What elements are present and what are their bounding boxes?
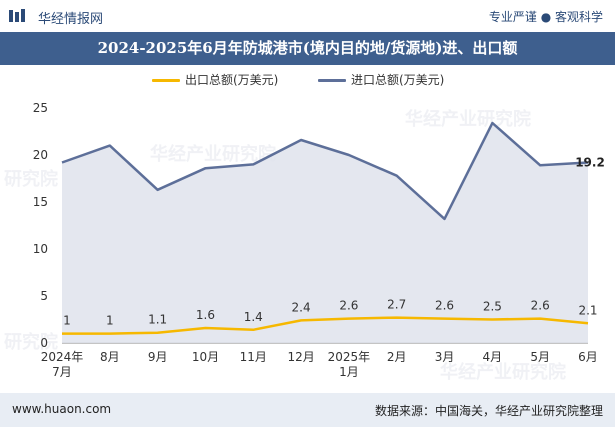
legend-label-import: 进口总额(万美元) [351,73,445,87]
title-bar: 2024-2025年6月年防城港市(境内目的地/货源地)进、出口额 [0,32,615,65]
export-data-label: 1 [106,314,114,328]
chart-title: 2024-2025年6月年防城港市(境内目的地/货源地)进、出口额 [97,39,518,57]
export-data-label: 1.4 [244,310,263,324]
x-tick-label: 2025年 [328,350,371,364]
x-tick-label: 7月 [52,365,72,379]
watermark: 华经产业研究院 [405,109,531,130]
legend: 出口总额(万美元) 进口总额(万美元) [0,70,615,90]
export-data-label: 1.6 [196,308,215,322]
export-data-label: 2.7 [387,298,406,312]
export-series-line [62,316,589,335]
watermark: 华经产业研究院 [440,362,566,383]
export-data-label: 2.5 [483,300,502,314]
footer: www.huaon.com 数据来源：中国海关，华经产业研究院整理 [0,393,615,427]
legend-label-export: 出口总额(万美元) [185,73,279,87]
legend-swatch-export [152,79,180,82]
footer-url: www.huaon.com [12,402,112,416]
y-tick-label: 15 [33,195,48,209]
import-data-label: 19.2 [575,156,605,170]
x-tick-label: 4月 [483,350,503,364]
y-tick-label: 25 [33,101,48,115]
y-tick-label: 0 [40,336,48,350]
export-data-label: 1.1 [148,313,167,327]
export-data-label: 2.6 [339,299,358,313]
export-data-label: 2.1 [578,303,597,317]
x-tick-label: 9月 [148,350,168,364]
watermark: 华经产业研究院 [150,144,276,165]
watermark: 研究院 [4,332,58,353]
x-tick-label: 1月 [339,365,359,379]
export-data-label: 2.6 [531,299,550,313]
x-tick-label: 11月 [240,350,267,364]
y-tick-label: 10 [33,242,48,256]
x-tick-label: 5月 [530,350,550,364]
tagline: 专业严谨 ● 客观科学 [488,10,603,24]
export-data-label: 2.4 [292,300,311,314]
export-data-label: 1 [63,314,71,328]
x-tick-label: 10月 [192,350,219,364]
import-series-line [61,121,589,221]
watermark: 研究院 [4,169,58,190]
y-tick-label: 5 [40,289,48,303]
import-area [62,123,588,343]
y-tick-label: 20 [33,148,48,162]
x-tick-label: 6月 [578,350,598,364]
x-tick-label: 3月 [435,350,455,364]
legend-swatch-import [318,79,346,82]
x-tick-label: 12月 [287,350,314,364]
top-bar: 华经情报网 专业严谨 ● 客观科学 [0,0,615,32]
export-data-label: 2.6 [435,299,454,313]
logo-icon [9,9,25,22]
brand-name: 华经情报网 [38,12,104,27]
x-tick-label: 2月 [387,350,407,364]
x-tick-label: 8月 [100,350,120,364]
footer-source: 数据来源：中国海关，华经产业研究院整理 [374,404,603,418]
x-tick-label: 2024年 [41,350,84,364]
